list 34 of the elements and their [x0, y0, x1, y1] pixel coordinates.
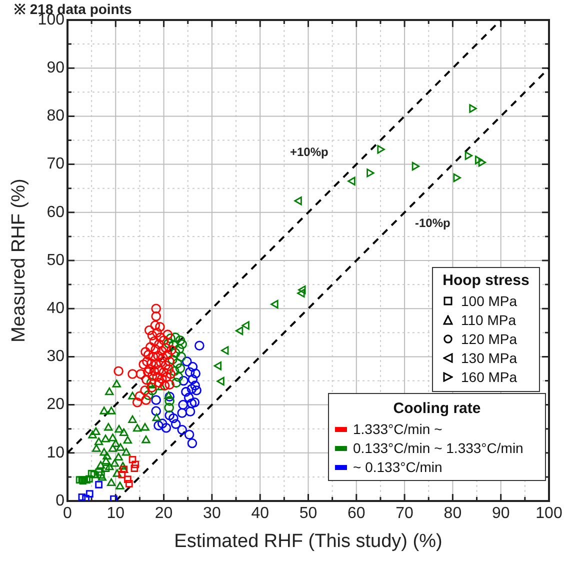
y-tick-label: 80 — [46, 108, 65, 125]
y-tick-label: 0 — [56, 492, 65, 510]
x-axis-title: Estimated RHF (This study) (%) — [174, 530, 442, 552]
x-tick-label: 50 — [299, 505, 318, 522]
y-tick-label: 20 — [46, 396, 65, 414]
annotation: -10%p — [415, 216, 450, 230]
x-tick-label: 30 — [203, 505, 221, 522]
y-tick-label: 10 — [46, 444, 65, 462]
annotation: Hoop stress — [442, 272, 530, 289]
y-tick-label: 40 — [46, 300, 65, 318]
x-tick-label: 70 — [396, 505, 414, 522]
x-tick-label: 10 — [106, 505, 125, 522]
y-tick-label: 30 — [46, 348, 65, 366]
annotation: 100 MPa — [461, 293, 518, 309]
y-tick-label: 50 — [46, 252, 65, 269]
x-tick-label: 60 — [348, 505, 366, 522]
y-tick-label: 90 — [46, 60, 65, 77]
x-tick-label: 90 — [492, 505, 510, 522]
legend-label: 0.133°C/min ~ 1.333°C/min — [353, 440, 524, 456]
legend-label: 1.333°C/min ~ — [353, 421, 442, 437]
annotation: 110 MPa — [461, 312, 516, 328]
y-tick-label: 70 — [46, 156, 65, 173]
annotation: 160 MPa — [461, 369, 518, 385]
legend-label: ~ 0.133°C/min — [353, 459, 442, 475]
legend-title: Cooling rate — [392, 400, 482, 417]
x-tick-label: 40 — [251, 505, 270, 522]
annotation: 120 MPa — [461, 331, 518, 347]
y-axis-title: Measured RHF (%) — [8, 178, 30, 342]
annotation: +10%p — [290, 145, 328, 159]
y-tick-label: 60 — [46, 204, 65, 221]
x-tick-label: 20 — [154, 505, 173, 522]
x-tick-label: 100 — [536, 505, 562, 522]
annotation: 130 MPa — [461, 350, 518, 366]
x-tick-label: 80 — [444, 505, 462, 522]
